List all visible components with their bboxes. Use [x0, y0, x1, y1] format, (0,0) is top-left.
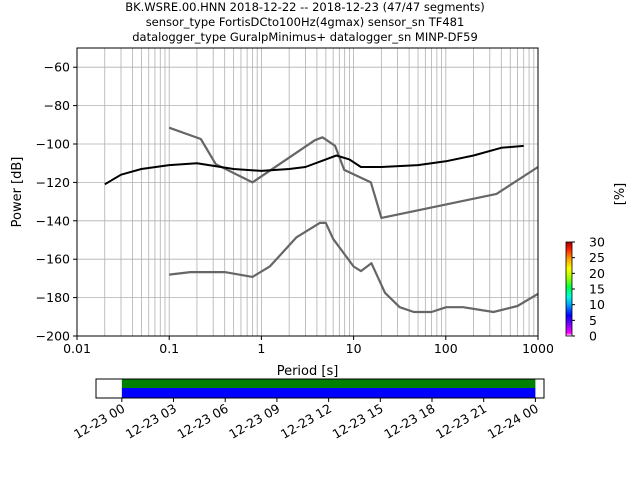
y-axis-label: Power [dB] — [10, 157, 25, 228]
availability-outline — [95, 378, 545, 399]
availability-tick-label: 12-23 00 — [71, 401, 127, 442]
colorbar-tick-label: 25 — [589, 250, 605, 265]
availability-tick-label: 12-23 06 — [175, 401, 231, 442]
x-tick-label: 10 — [346, 341, 362, 356]
availability-bar-upper — [121, 379, 536, 388]
plot-frame — [76, 47, 539, 337]
x-axis-label: Period [s] — [277, 364, 339, 379]
low-noise-model-line — [169, 221, 539, 314]
x-tick-label: 1000 — [522, 341, 554, 356]
colorbar-tick-label: 20 — [589, 266, 605, 281]
title-line-3: datalogger_type GuralpMinimus+ datalogge… — [132, 30, 478, 44]
availability-tick-label: 12-23 12 — [278, 401, 334, 442]
title-line-1: BK.WSRE.00.HNN 2018-12-22 -- 2018-12-23 … — [125, 0, 485, 14]
y-tick-label: −80 — [44, 98, 70, 113]
y-tick-label: −100 — [36, 137, 70, 152]
availability-tick-label: 12-23 18 — [381, 401, 437, 442]
availability-tick-label: 12-23 15 — [330, 401, 386, 442]
colorbar-tick-label: 30 — [589, 235, 605, 250]
colorbar-tick-label: 15 — [589, 282, 605, 297]
y-tick-label: −120 — [36, 175, 70, 190]
chart-title: BK.WSRE.00.HNN 2018-12-22 -- 2018-12-23 … — [0, 0, 610, 45]
availability-tick-label: 12-23 03 — [123, 401, 179, 442]
availability-tick-label: 12-23 09 — [226, 401, 282, 442]
availability-tick-label: 12-23 21 — [433, 401, 489, 442]
x-tick-label: 0.1 — [159, 341, 179, 356]
title-line-2: sensor_type FortisDCto100Hz(4gmax) senso… — [145, 15, 465, 29]
colorbar-label: [%] — [613, 183, 628, 206]
availability-bar-lower — [121, 388, 536, 398]
high-noise-model-line — [168, 126, 539, 219]
availability-tick-label: 12-24 00 — [485, 401, 541, 442]
psd-plot: 0.01 0.1 1 10 100 1000 −200 −180 −160 −140 −120 −10… — [10, 47, 554, 379]
y-tick-label: −140 — [36, 213, 70, 228]
y-tick-label: −200 — [36, 329, 70, 344]
x-tick-label: 0.01 — [63, 341, 91, 356]
y-tick-label: −160 — [36, 252, 70, 267]
colorbar-tick-label: 0 — [589, 329, 597, 344]
colorbar-gradient — [565, 241, 573, 337]
y-tick-label: −60 — [44, 60, 70, 75]
colorbar-tick-label: 10 — [589, 297, 605, 312]
y-tick-label: −180 — [36, 290, 70, 305]
x-tick-label: 100 — [434, 341, 458, 356]
mode-line — [104, 144, 524, 186]
x-tick-label: 1 — [257, 341, 265, 356]
colorbar-tick-label: 5 — [589, 313, 597, 328]
